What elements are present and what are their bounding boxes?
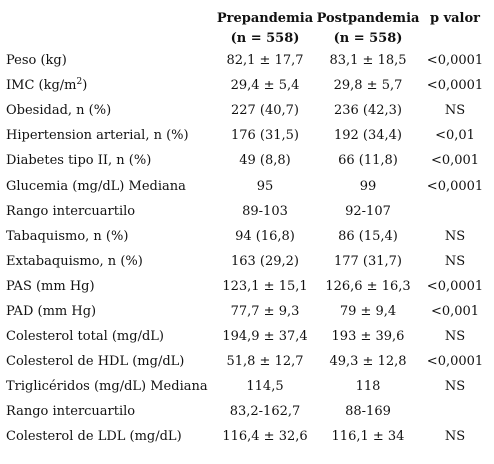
row-p-valor: <0,0001 xyxy=(426,78,484,94)
row-p-valor: NS xyxy=(444,379,466,395)
row-postpandemia: 236 (42,3) xyxy=(333,103,403,119)
row-prepandemia: 49 (8,8) xyxy=(239,153,291,169)
row-label: Diabetes tipo II, n (%) xyxy=(6,153,152,169)
comparison-table: Prepandemia Postpandemia p valor (n = 55… xyxy=(6,8,490,450)
table-row: Rango intercuartilo 89-103 92-107 xyxy=(6,199,490,224)
row-postpandemia: 86 (15,4) xyxy=(338,228,398,244)
table-row: Tabaquismo, n (%) 94 (16,8) 86 (15,4) NS xyxy=(6,224,490,249)
header-n-p xyxy=(420,29,490,48)
row-p-valor: NS xyxy=(444,228,466,244)
header-n-post: (n = 558) xyxy=(333,31,403,46)
header-n-empty xyxy=(6,29,214,48)
row-p-valor xyxy=(420,199,490,224)
row-prepandemia: 176 (31,5) xyxy=(230,128,300,144)
row-label: Peso (kg) xyxy=(6,53,67,69)
row-label: Rango intercuartilo xyxy=(6,203,136,219)
header-row: Prepandemia Postpandemia p valor xyxy=(6,8,490,29)
row-postpandemia: 99 xyxy=(359,178,377,194)
row-postpandemia: 192 (34,4) xyxy=(333,128,403,144)
table-row: Rango intercuartilo 83,2-162,7 88-169 xyxy=(6,399,490,424)
table-row: Colesterol de HDL (mg/dL) 51,8 ± 12,7 49… xyxy=(6,349,490,374)
table-row: Hipertension arterial, n (%) 176 (31,5) … xyxy=(6,123,490,148)
table-row: Glucemia (mg/dL) Mediana 95 99 <0,0001 xyxy=(6,173,490,198)
row-p-valor: <0,0001 xyxy=(426,354,484,370)
row-prepandemia: 194,9 ± 37,4 xyxy=(222,329,308,345)
header-n-pre: (n = 558) xyxy=(230,31,300,46)
row-prepandemia: 77,7 ± 9,3 xyxy=(230,303,300,319)
row-prepandemia: 123,1 ± 15,1 xyxy=(222,278,308,294)
table-body: Peso (kg) 82,1 ± 17,7 83,1 ± 18,5 <0,000… xyxy=(6,48,490,450)
header-postpandemia: Postpandemia xyxy=(316,11,420,26)
row-label: Hipertension arterial, n (%) xyxy=(6,128,189,144)
row-label: Extabaquismo, n (%) xyxy=(6,253,143,269)
row-label: Tabaquismo, n (%) xyxy=(6,228,129,244)
row-p-valor: <0,001 xyxy=(430,153,480,169)
table-header: Prepandemia Postpandemia p valor (n = 55… xyxy=(6,8,490,48)
table-row: IMC (kg/m2) 29,4 ± 5,4 29,8 ± 5,7 <0,000… xyxy=(6,73,490,98)
row-postpandemia: 193 ± 39,6 xyxy=(331,329,405,345)
row-prepandemia: 94 (16,8) xyxy=(235,228,295,244)
row-p-valor: NS xyxy=(444,253,466,269)
table-row: Diabetes tipo II, n (%) 49 (8,8) 66 (11,… xyxy=(6,148,490,173)
row-postpandemia: 118 xyxy=(355,379,381,395)
row-prepandemia: 89-103 xyxy=(242,203,288,219)
row-prepandemia: 29,4 ± 5,4 xyxy=(230,78,300,94)
row-postpandemia: 83,1 ± 18,5 xyxy=(329,53,407,69)
row-postpandemia: 49,3 ± 12,8 xyxy=(329,354,407,370)
table-row: Triglicéridos (mg/dL) Mediana 114,5 118 … xyxy=(6,374,490,399)
row-postpandemia: 92-107 xyxy=(345,203,391,219)
row-p-valor: <0,01 xyxy=(435,128,475,144)
table-row: Extabaquismo, n (%) 163 (29,2) 177 (31,7… xyxy=(6,249,490,274)
row-p-valor: <0,0001 xyxy=(426,53,484,69)
row-postpandemia: 29,8 ± 5,7 xyxy=(333,78,403,94)
table-row: PAS (mm Hg) 123,1 ± 15,1 126,6 ± 16,3 <0… xyxy=(6,274,490,299)
row-p-valor: NS xyxy=(444,103,466,119)
row-prepandemia: 114,5 xyxy=(246,379,284,395)
row-label: Colesterol de HDL (mg/dL) xyxy=(6,354,185,370)
table-row: Obesidad, n (%) 227 (40,7) 236 (42,3) NS xyxy=(6,98,490,123)
row-label: Obesidad, n (%) xyxy=(6,103,112,119)
row-postpandemia: 66 (11,8) xyxy=(338,153,398,169)
row-prepandemia: 163 (29,2) xyxy=(230,253,300,269)
header-label-cell xyxy=(6,8,214,29)
row-label: Glucemia (mg/dL) Mediana xyxy=(6,178,186,194)
header-n-row: (n = 558) (n = 558) xyxy=(6,29,490,48)
row-label-suffix: ) xyxy=(82,78,88,94)
table-row: Colesterol total (mg/dL) 194,9 ± 37,4 19… xyxy=(6,324,490,349)
row-p-valor xyxy=(420,399,490,424)
row-label: Triglicéridos (mg/dL) Mediana xyxy=(6,379,208,395)
table-row: Peso (kg) 82,1 ± 17,7 83,1 ± 18,5 <0,000… xyxy=(6,48,490,73)
row-p-valor: <0,0001 xyxy=(426,178,484,194)
row-p-valor: <0,0001 xyxy=(426,278,484,294)
row-prepandemia: 227 (40,7) xyxy=(230,103,300,119)
row-postpandemia: 79 ± 9,4 xyxy=(339,303,397,319)
header-prepandemia: Prepandemia xyxy=(216,11,314,26)
row-postpandemia: 126,6 ± 16,3 xyxy=(325,278,411,294)
row-label: Rango intercuartilo xyxy=(6,404,136,420)
row-prepandemia: 51,8 ± 12,7 xyxy=(226,354,304,370)
row-prepandemia: 82,1 ± 17,7 xyxy=(226,53,304,69)
header-p-valor: p valor xyxy=(429,11,481,26)
row-prepandemia: 116,4 ± 32,6 xyxy=(222,429,308,445)
row-prepandemia: 95 xyxy=(256,178,274,194)
row-label: Colesterol de LDL (mg/dL) xyxy=(6,429,182,445)
row-label: Colesterol total (mg/dL) xyxy=(6,329,164,345)
row-label: PAS (mm Hg) xyxy=(6,278,95,294)
row-label-text: IMC (kg/m xyxy=(6,78,77,94)
row-postpandemia: 116,1 ± 34 xyxy=(331,429,405,445)
table-row: PAD (mm Hg) 77,7 ± 9,3 79 ± 9,4 <0,001 xyxy=(6,299,490,324)
row-p-valor: <0,001 xyxy=(430,303,480,319)
row-label: IMC (kg/m2) xyxy=(6,73,214,98)
row-postpandemia: 177 (31,7) xyxy=(333,253,403,269)
row-prepandemia: 83,2-162,7 xyxy=(229,404,301,420)
row-p-valor: NS xyxy=(444,429,466,445)
row-p-valor: NS xyxy=(444,329,466,345)
row-label-superscript: 2 xyxy=(76,77,83,88)
row-label: PAD (mm Hg) xyxy=(6,303,97,319)
row-postpandemia: 88-169 xyxy=(345,404,391,420)
table-row: Colesterol de LDL (mg/dL) 116,4 ± 32,6 1… xyxy=(6,424,490,449)
